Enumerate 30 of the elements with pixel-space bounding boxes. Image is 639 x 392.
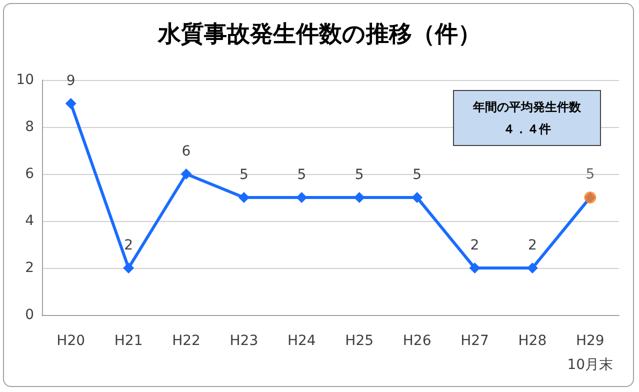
data-label: 2: [470, 238, 480, 254]
x-tick-label: H22: [172, 333, 200, 349]
annotation: ４．４件: [503, 121, 551, 138]
y-tick-label: 4: [25, 213, 34, 229]
data-label: 5: [586, 166, 595, 182]
x-tick-label: H29 10月末: [567, 333, 614, 373]
x-tick-label: H28: [518, 333, 547, 349]
y-tick-label: 6: [25, 166, 34, 182]
data-label: 5: [297, 167, 306, 183]
data-label: 5: [354, 167, 364, 183]
annotation: 年間の平均発生件数: [473, 99, 581, 116]
data-label: 6: [182, 144, 191, 160]
note-box: 年間の平均発生件数 ４．４件: [453, 90, 601, 146]
data-label: 9: [66, 73, 76, 89]
data-label: 2: [528, 238, 537, 254]
y-tick-label: 2: [25, 260, 34, 276]
data-label: 2: [124, 238, 134, 254]
x-tick-label: H24: [287, 333, 316, 349]
data-label: 5: [239, 167, 248, 183]
x-tick-label: H25: [345, 333, 374, 349]
data-label: 5: [412, 167, 422, 183]
x-tick-label: H26: [402, 333, 432, 349]
y-tick-label: 8: [25, 119, 34, 135]
x-tick-label: H20: [56, 333, 86, 349]
chart-title: 水質事故発生件数の推移（件）: [157, 22, 481, 48]
x-tick-label: H23: [230, 333, 258, 349]
x-tick-label: H27: [460, 333, 489, 349]
x-tick-label: H21: [114, 333, 143, 349]
y-tick-label: 0: [25, 307, 34, 323]
y-tick-label: 10: [16, 72, 34, 88]
